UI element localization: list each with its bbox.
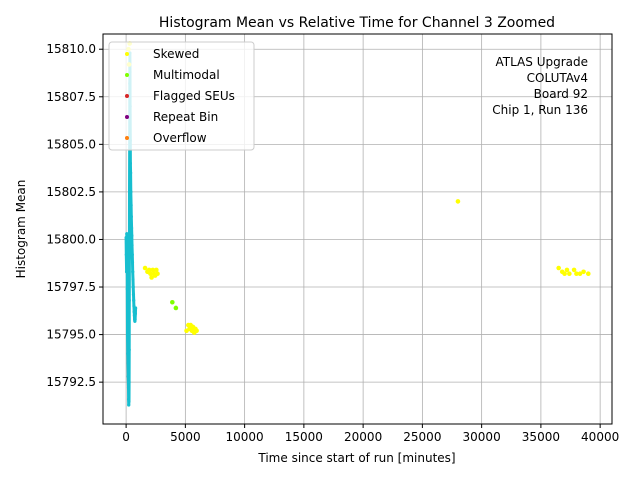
- y-tick-label: 15805.0: [46, 137, 96, 151]
- skewed-point: [142, 265, 148, 271]
- main-series-point: [129, 190, 133, 194]
- legend-label-flagged-seus: Flagged SEUs: [153, 89, 235, 103]
- x-tick-label: 0: [122, 430, 130, 444]
- main-series-point: [127, 348, 131, 352]
- skewed-point: [150, 267, 156, 273]
- main-series-point: [130, 253, 134, 257]
- main-series-point: [132, 298, 136, 302]
- x-axis-label: Time since start of run [minutes]: [257, 451, 455, 465]
- x-axis-ticks: 0 5000 10000 15000 20000 25000 30000 35000 40000: [122, 424, 619, 444]
- main-series-point: [126, 361, 130, 365]
- y-tick-label: 15802.5: [46, 185, 96, 199]
- legend-label-overflow: Overflow: [153, 131, 207, 145]
- main-series-point: [129, 226, 134, 230]
- x-tick-label: 30000: [463, 430, 501, 444]
- x-tick-label: 5000: [170, 430, 201, 444]
- main-series-point: [133, 312, 137, 316]
- skewed-point: [571, 267, 577, 273]
- annotation-line-1: ATLAS Upgrade: [495, 55, 588, 69]
- main-series-point: [131, 270, 135, 274]
- skewed-point: [194, 328, 199, 334]
- legend-label-multimodal: Multimodal: [153, 68, 220, 82]
- main-series-point: [127, 403, 131, 407]
- main-series-point: [126, 386, 131, 390]
- y-tick-label: 15807.5: [46, 90, 96, 104]
- multimodal-point: [170, 299, 175, 305]
- annotation-line-4: Chip 1, Run 136: [492, 103, 588, 117]
- main-series-point: [125, 232, 129, 236]
- skewed-point: [148, 271, 153, 277]
- plot-frame: [102, 33, 613, 425]
- x-tick-label: 10000: [226, 430, 264, 444]
- skewed-point: [585, 271, 591, 277]
- y-axis-ticks: 15792.5 15795.0 15797.5 15800.0 15802.5 15805…: [46, 42, 103, 389]
- chart-title: Histogram Mean vs Relative Time for Chan…: [159, 15, 555, 31]
- legend: Skewed Multimodal Flagged SEUs Repeat Bin Ov…: [108, 41, 255, 151]
- main-series-point: [128, 161, 132, 165]
- main-series-point: [133, 306, 138, 310]
- skewed-point: [556, 265, 561, 271]
- main-series-point: [127, 399, 131, 403]
- y-tick-label: 15797.5: [46, 280, 96, 294]
- data-points-layer: [126, 41, 591, 335]
- main-series-point: [133, 317, 137, 321]
- skewed-point: [455, 199, 461, 204]
- legend-marker-skewed: [125, 52, 129, 56]
- main-series-point: [124, 235, 128, 240]
- main-series-point: [130, 234, 134, 238]
- main-series-point: [124, 270, 129, 274]
- legend-marker-multimodal: [125, 73, 129, 77]
- y-tick-label: 15800.0: [46, 232, 96, 246]
- legend-marker-overflow: [125, 136, 129, 140]
- skewed-point: [564, 267, 570, 273]
- x-tick-label: 40000: [581, 430, 619, 444]
- skewed-point: [149, 275, 154, 280]
- main-series-point: [126, 374, 130, 379]
- annotation-line-3: Board 92: [534, 87, 588, 101]
- legend-label-skewed: Skewed: [153, 47, 199, 61]
- y-tick-label: 15810.0: [46, 42, 96, 56]
- skewed-point: [562, 271, 567, 277]
- annotation-line-2: COLUTAv4: [527, 71, 588, 85]
- skewed-point: [155, 271, 160, 277]
- main-series-point: [131, 293, 136, 297]
- main-series-point: [130, 243, 134, 247]
- x-tick-label: 35000: [522, 430, 560, 444]
- legend-box: [108, 41, 255, 151]
- run-annotation: ATLAS Upgrade COLUTAv4 Board 92 Chip 1, …: [492, 55, 588, 117]
- main-series-point: [129, 171, 133, 175]
- skewed-point: [577, 271, 583, 277]
- main-series-point: [127, 298, 131, 302]
- main-series-point: [127, 380, 131, 384]
- legend-marker-flagged-seus: [125, 94, 129, 98]
- y-tick-label: 15792.5: [46, 375, 96, 389]
- x-tick-label: 25000: [403, 430, 441, 444]
- main-series-point: [125, 287, 129, 291]
- skewed-point: [567, 271, 572, 277]
- main-series-point: [130, 260, 135, 264]
- main-series-point: [125, 332, 130, 337]
- main-series-point: [127, 247, 132, 251]
- multimodal-point: [173, 305, 179, 311]
- x-tick-label: 20000: [344, 430, 382, 444]
- grid-lines: [103, 34, 612, 424]
- skewed-point: [581, 269, 586, 275]
- main-series-point: [126, 352, 130, 356]
- y-tick-label: 15795.0: [46, 328, 96, 342]
- legend-marker-repeat-bin: [125, 115, 129, 119]
- skewed-point: [146, 267, 152, 273]
- main-series-point: [129, 215, 133, 219]
- main-series-point: [124, 253, 128, 257]
- skewed-point: [574, 271, 579, 277]
- main-series-point: [125, 245, 129, 249]
- main-series-point: [131, 277, 135, 282]
- y-axis-label: Histogram Mean: [14, 180, 28, 279]
- skewed-point: [154, 267, 159, 273]
- x-tick-label: 15000: [285, 430, 323, 444]
- legend-label-repeat-bin: Repeat Bin: [153, 110, 218, 124]
- main-series-point: [131, 285, 135, 289]
- main-series-point: [129, 203, 133, 207]
